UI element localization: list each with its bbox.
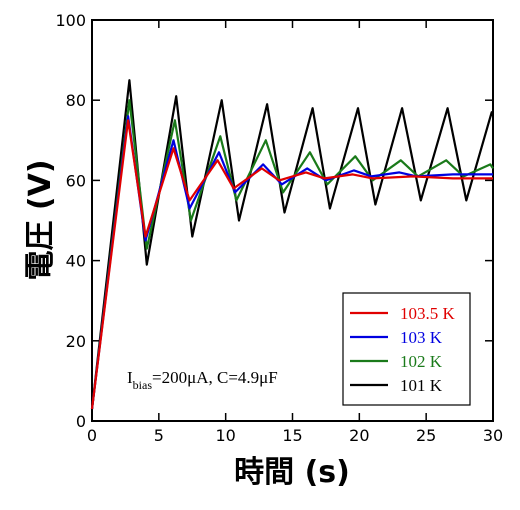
annotation-rest: =200μA, C=4.9μF xyxy=(152,368,278,387)
x-tick-label: 0 xyxy=(87,426,97,445)
y-axis-label: 電圧 (V) xyxy=(23,159,58,280)
series-line xyxy=(90,99,494,410)
legend-box xyxy=(342,292,471,406)
x-tick-label: 15 xyxy=(282,426,302,445)
x-tick-label: 30 xyxy=(483,426,503,445)
annotation-main: I xyxy=(127,368,133,387)
annotation-sub: bias xyxy=(133,378,153,392)
x-tick-label: 25 xyxy=(416,426,436,445)
y-tick-label: 80 xyxy=(66,91,86,110)
x-axis-label: 時間 (s) xyxy=(234,455,350,490)
legend-label: 103.5 K xyxy=(400,304,456,323)
series-line xyxy=(90,79,495,410)
y-tick-label: 0 xyxy=(76,412,86,431)
y-tick-label: 100 xyxy=(55,11,86,30)
series-line xyxy=(90,115,493,410)
y-tick-label: 60 xyxy=(66,171,86,190)
annotation: Ibias=200μA, C=4.9μF xyxy=(127,368,278,392)
series-line xyxy=(90,119,493,410)
y-tick-label: 40 xyxy=(66,252,86,271)
y-tick-label: 20 xyxy=(66,332,86,351)
x-tick-label: 20 xyxy=(349,426,369,445)
legend-label: 102 K xyxy=(400,352,443,371)
x-tick-label: 10 xyxy=(215,426,235,445)
legend-label: 103 K xyxy=(400,328,443,347)
x-tick-label: 5 xyxy=(154,426,164,445)
legend-label: 101 K xyxy=(400,376,443,395)
